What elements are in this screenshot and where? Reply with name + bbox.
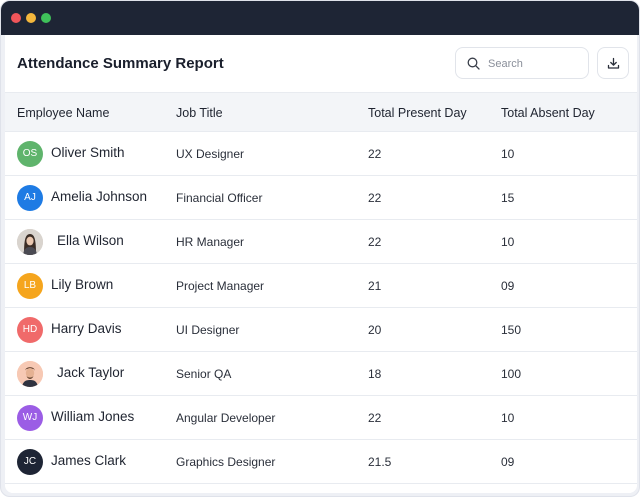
title-bar (1, 1, 639, 35)
page-title: Attendance Summary Report (17, 55, 224, 72)
job-title: Project Manager (176, 279, 265, 293)
avatar: LB (17, 273, 43, 299)
avatar (17, 361, 43, 387)
job-title: UI Designer (176, 323, 240, 337)
absent-days: 10 (501, 235, 515, 249)
table-row[interactable]: Jack Taylor Senior QA 18 100 (5, 352, 637, 396)
employee-name: Ella Wilson (57, 233, 124, 248)
avatar (17, 229, 43, 255)
close-window-button[interactable] (11, 13, 21, 23)
job-title: UX Designer (176, 147, 245, 161)
present-days: 22 (368, 235, 382, 249)
absent-days: 10 (501, 411, 515, 425)
present-days: 21 (368, 279, 382, 293)
absent-days: 09 (501, 279, 515, 293)
download-button[interactable] (597, 47, 629, 79)
present-days: 22 (368, 411, 382, 425)
present-days: 22 (368, 191, 382, 205)
table-header: Employee Name Job Title Total Present Da… (5, 92, 637, 132)
table-row[interactable]: HD Harry Davis UI Designer 20 150 (5, 308, 637, 352)
table-row[interactable]: WJ William Jones Angular Developer 22 10 (5, 396, 637, 440)
absent-days: 150 (501, 323, 522, 337)
table-row[interactable]: Ella Wilson HR Manager 22 10 (5, 220, 637, 264)
absent-days: 10 (501, 147, 515, 161)
present-days: 18 (368, 367, 382, 381)
column-header-total-present-day[interactable]: Total Present Day (368, 106, 467, 120)
minimize-window-button[interactable] (26, 13, 36, 23)
job-title: Graphics Designer (176, 455, 276, 469)
employee-name: Lily Brown (51, 277, 114, 292)
avatar: OS (17, 141, 43, 167)
present-days: 20 (368, 323, 382, 337)
avatar: AJ (17, 185, 43, 211)
maximize-window-button[interactable] (41, 13, 51, 23)
avatar: JC (17, 449, 43, 475)
job-title: Financial Officer (176, 191, 263, 205)
report-header: Attendance Summary Report (5, 35, 637, 92)
absent-days: 100 (501, 367, 522, 381)
search-input[interactable] (488, 55, 582, 73)
job-title: Senior QA (176, 367, 232, 381)
job-title: Angular Developer (176, 411, 276, 425)
employee-name: Oliver Smith (51, 145, 125, 160)
table-footer-spacer (5, 484, 637, 493)
table-row[interactable]: JC James Clark Graphics Designer 21.5 09 (5, 440, 637, 484)
table-row[interactable]: AJ Amelia Johnson Financial Officer 22 1… (5, 176, 637, 220)
absent-days: 15 (501, 191, 515, 205)
column-header-job-title[interactable]: Job Title (176, 106, 223, 120)
present-days: 22 (368, 147, 382, 161)
table-row[interactable]: OS Oliver Smith UX Designer 22 10 (5, 132, 637, 176)
avatar: WJ (17, 405, 43, 431)
job-title: HR Manager (176, 235, 245, 249)
present-days: 21.5 (368, 455, 392, 469)
search-box[interactable] (455, 47, 589, 79)
column-header-total-absent-day[interactable]: Total Absent Day (501, 106, 595, 120)
avatar: HD (17, 317, 43, 343)
report-panel: Attendance Summary Report (5, 35, 637, 493)
employee-name: Harry Davis (51, 321, 122, 336)
column-header-employee-name[interactable]: Employee Name (17, 106, 110, 120)
employee-name: Jack Taylor (57, 365, 125, 380)
table-row[interactable]: LB Lily Brown Project Manager 21 09 (5, 264, 637, 308)
employee-name: Amelia Johnson (51, 189, 148, 204)
absent-days: 09 (501, 455, 515, 469)
employee-name: James Clark (51, 453, 127, 468)
employee-name: William Jones (51, 409, 135, 424)
table-body: OS Oliver Smith UX Designer 22 10 AJ Ame… (5, 132, 637, 484)
